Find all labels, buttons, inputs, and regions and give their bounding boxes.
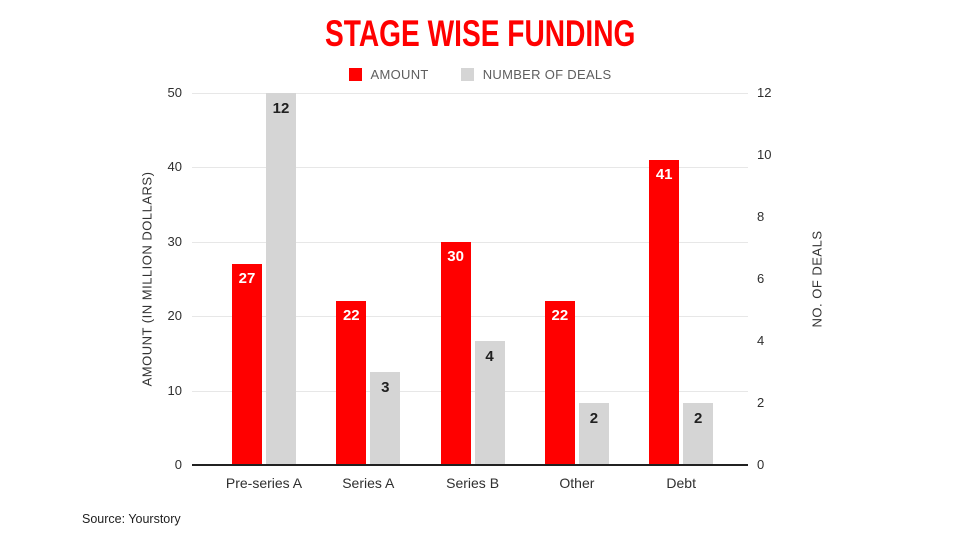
bar-deals [578, 403, 609, 465]
right-axis-tick-label: 0 [757, 457, 765, 472]
bar-amount [232, 264, 262, 465]
right-axis-tick-label: 6 [757, 271, 765, 286]
bar-value-label-deals: 4 [485, 348, 494, 365]
chart-title-text: STAGE WISE FUNDING [324, 13, 636, 54]
bar-value-label-amount: 27 [238, 270, 256, 288]
legend-item-deals: NUMBER OF DEALS [460, 67, 612, 82]
left-axis-tick-label: 20 [167, 308, 182, 324]
bar-amount [649, 159, 680, 465]
right-axis-tick-label: 2 [757, 395, 765, 410]
right-axis-tick-label: 10 [757, 147, 772, 162]
category-label: Series B [446, 475, 500, 491]
legend: AMOUNT NUMBER OF DEALS [0, 67, 960, 82]
left-axis-tick-label: 10 [167, 382, 182, 398]
bar-deals [266, 93, 296, 465]
bar-value-label-amount: 30 [447, 247, 464, 265]
gridline [192, 167, 748, 169]
bar-deals [370, 372, 401, 465]
bar-deals [474, 341, 505, 465]
right-axis-tick-label: 8 [757, 209, 765, 224]
legend-label-amount: AMOUNT [370, 67, 429, 82]
bar-amount [544, 301, 575, 465]
left-axis-tick-label: 30 [167, 233, 182, 249]
bar-value-label-deals: 3 [381, 379, 390, 396]
bar-value-label-amount: 22 [551, 307, 569, 325]
bar-value-label-amount: 41 [655, 165, 673, 183]
bar-value-label-deals: 12 [272, 100, 290, 117]
right-axis-tick-label: 12 [757, 85, 772, 100]
bar-value-label-deals: 2 [694, 410, 703, 427]
chart-title: STAGE WISE FUNDING [0, 15, 960, 53]
category-label: Other [559, 475, 595, 491]
left-axis-tick-label: 40 [167, 159, 182, 175]
bar-value-label-amount: 22 [342, 307, 360, 325]
bar-amount [440, 241, 471, 465]
bar-deals [683, 403, 714, 465]
legend-swatch-deals [460, 68, 474, 81]
right-axis-tick-label: 4 [757, 333, 765, 348]
category-label: Series A [342, 475, 395, 491]
bar-amount [336, 301, 367, 465]
gridline [192, 93, 748, 94]
source-note: Source: Yourstory [82, 512, 181, 526]
legend-label-deals: NUMBER OF DEALS [482, 67, 612, 82]
left-axis-tick-label: 50 [167, 85, 182, 100]
legend-swatch-amount [348, 68, 362, 81]
x-axis-line [192, 464, 748, 466]
legend-item-amount: AMOUNT [348, 67, 429, 82]
bar-value-label-deals: 2 [589, 410, 599, 427]
category-label: Pre-series A [225, 475, 303, 491]
left-axis-tick-label: 0 [174, 457, 182, 472]
category-label: Debt [666, 475, 696, 491]
